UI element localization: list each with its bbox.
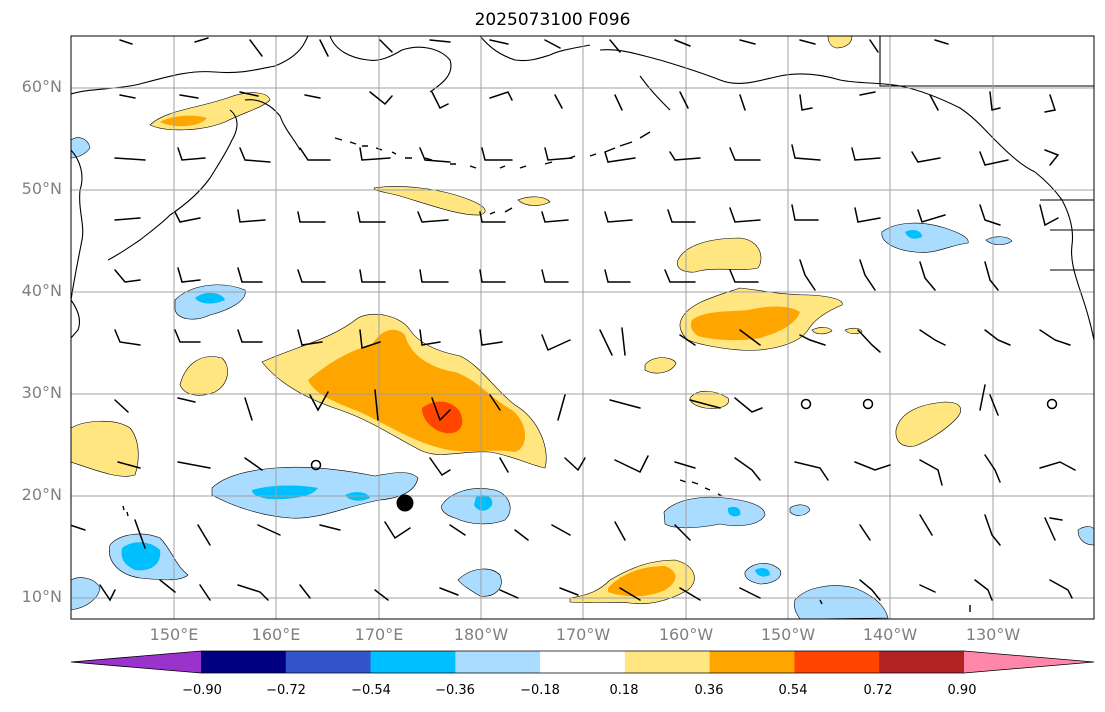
lon-label-170w: 170°W (555, 625, 611, 644)
colorbar-tick-label: 0.90 (947, 683, 977, 698)
colorbar (70, 650, 1095, 674)
cyan-region (905, 229, 922, 239)
lon-label-160w: 160°W (658, 625, 714, 644)
lat-label-50n: 50°N (21, 179, 62, 198)
colorbar-tick-label: −0.72 (266, 683, 306, 698)
lat-label-30n: 30°N (21, 383, 62, 402)
yellow-region (677, 237, 762, 273)
cyan-region (755, 567, 770, 577)
colorbar-tick-label: −0.36 (435, 683, 475, 698)
colorbar-segment (709, 651, 795, 673)
yellow-region (895, 401, 962, 447)
blue-region (1077, 526, 1094, 546)
lon-label-150w: 150°W (760, 625, 816, 644)
colorbar-tick-label: 0.18 (609, 683, 639, 698)
cyan-region (121, 542, 161, 571)
colorbar-tick-label: 0.54 (778, 683, 808, 698)
blue-region (71, 137, 91, 159)
colorbar-segment (794, 651, 880, 673)
colorbar-tick-label: 0.72 (863, 683, 893, 698)
colorbar-extend-high (964, 651, 1094, 673)
colorbar-tick-label: −0.90 (182, 683, 222, 698)
colorbar-extend-low (71, 651, 201, 673)
blue-region (789, 504, 811, 516)
map-title: 2025073100 F096 (474, 10, 631, 30)
lon-label-150e: 150°E (149, 625, 199, 644)
shading-layer (71, 36, 1094, 619)
yellow-region (644, 357, 677, 374)
blue-region (881, 222, 969, 253)
yellow-region (689, 390, 729, 409)
yellow-region (811, 327, 833, 335)
blue-region (211, 466, 419, 519)
cyan-region (474, 495, 493, 511)
orange-region (308, 329, 526, 452)
storm-center-dot (396, 494, 414, 512)
yellow-region (179, 356, 228, 396)
colorbar-tick-label: 0.36 (694, 683, 724, 698)
colorbar-segment (455, 651, 541, 673)
map-frame (70, 35, 1095, 620)
colorbar-segment (540, 651, 626, 673)
blue-region (71, 577, 101, 611)
wind-barbs (71, 37, 1076, 602)
colorbar-tick-label: −0.54 (351, 683, 391, 698)
orange-region (160, 115, 207, 127)
orange-region (690, 306, 800, 341)
blue-region (457, 568, 502, 597)
colorbar-segment (285, 651, 372, 673)
yellow-region (517, 196, 551, 206)
lon-label-180w: 180°W (453, 625, 509, 644)
blue-region (793, 585, 889, 619)
colorbar-segment (370, 651, 456, 673)
lon-label-160e: 160°E (251, 625, 301, 644)
graticule (71, 36, 1094, 619)
yellow-region (827, 36, 853, 49)
cyan-region (727, 506, 741, 517)
blue-region (663, 496, 766, 529)
calm-markers (310, 398, 1058, 471)
lat-label-20n: 20°N (21, 485, 62, 504)
lat-label-60n: 60°N (21, 77, 62, 96)
orange-region (608, 566, 676, 597)
lon-label-170e: 170°E (354, 625, 404, 644)
lat-label-40n: 40°N (21, 281, 62, 300)
colorbar-tick-label: −0.18 (520, 683, 560, 698)
colorbar-segment (879, 651, 965, 673)
colorbar-segment (201, 651, 287, 673)
map-content (71, 36, 1094, 619)
cyan-region (195, 292, 225, 304)
lat-label-10n: 10°N (21, 587, 62, 606)
colorbar-outline (70, 650, 1095, 674)
lon-label-140w: 140°W (862, 625, 918, 644)
colorbar-segment (624, 651, 711, 673)
lon-label-130w: 130°W (965, 625, 1021, 644)
